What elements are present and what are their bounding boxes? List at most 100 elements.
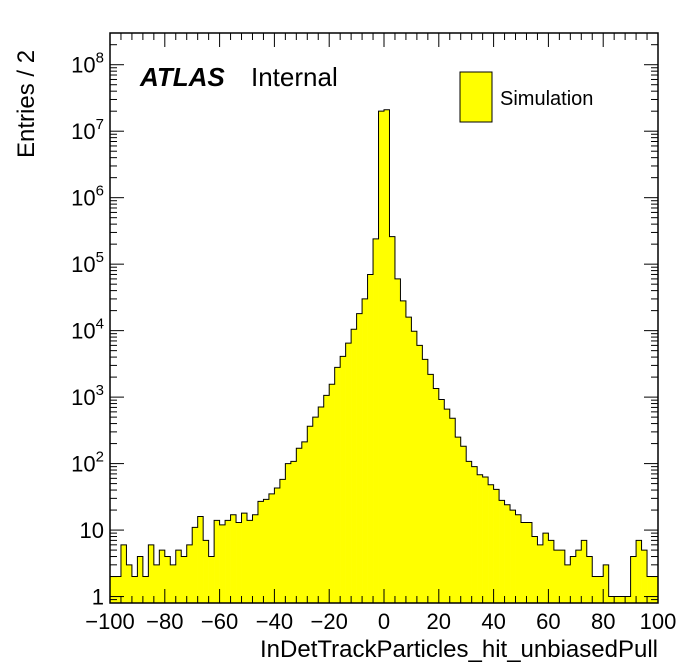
histogram-bar [427,374,434,603]
histogram-bar [433,388,440,603]
histogram-bar [126,564,133,603]
histogram-bar [175,550,182,603]
histogram-bar [203,540,209,603]
histogram-bar [247,520,253,603]
histogram-bar [323,395,330,603]
histogram-bar [636,540,642,603]
histogram-bar [208,556,215,603]
histogram-bar [351,329,357,603]
histogram-bar [164,556,171,603]
x-tick-label: −100 [85,609,135,634]
histogram-bar [345,343,352,603]
histogram-bar [603,564,609,603]
histogram-bar [340,356,346,603]
histogram-bar [405,317,412,603]
histogram-bar [630,556,637,603]
x-tick-label: 80 [591,609,615,634]
histogram-bar [252,514,259,603]
legend-label-simulation: Simulation [500,88,593,110]
histogram-bar [641,550,648,603]
histogram-bar [455,437,462,603]
histogram-bar [586,556,593,603]
y-axis-ticks [110,32,658,604]
histogram-bar [449,418,456,603]
histogram-bar [131,576,138,603]
histogram-bar [378,111,385,603]
histogram-bar [499,500,505,603]
histogram-bar [137,556,144,603]
histogram-bar [384,109,390,604]
histogram-bar [625,596,631,603]
atlas-label: ATLAS [139,62,225,92]
histogram-bar [477,474,483,603]
histogram-bar [274,487,281,603]
histogram-bar [444,409,451,603]
histogram-bar [159,550,166,603]
histogram-bar [214,520,220,603]
histogram-bar [597,576,604,603]
histogram-bar [115,576,122,603]
x-tick-label: −80 [146,609,183,634]
histogram-bar [542,533,549,603]
x-tick-label: −60 [201,609,238,634]
x-tick-label: 20 [427,609,451,634]
histogram-bar [170,564,177,603]
x-axis-tick-labels: −100 −80 −60 −40 −20 0 20 40 60 80 100 [85,609,676,634]
y-tick-label: 105 [71,249,104,277]
histogram-bar [460,446,467,603]
histogram-bar [647,576,653,603]
histogram-bar [181,556,188,603]
histogram-bar [526,522,533,603]
histogram-bar [279,479,286,603]
histogram-bar [575,550,582,603]
histogram-bar [263,499,270,603]
histogram-bars [110,109,659,604]
histogram-bar [581,540,588,603]
histogram-bar [559,550,566,603]
histogram-bar [471,466,478,603]
internal-label: Internal [251,62,338,92]
y-tick-label: 108 [71,50,104,78]
x-tick-label: −40 [256,609,293,634]
histogram-bar [373,238,379,603]
y-tick-label: 1 [92,585,104,610]
histogram-bar [186,544,193,603]
histogram-bar [236,522,242,603]
histogram-bar [312,417,319,603]
x-tick-label: 40 [481,609,505,634]
histogram-bar [394,278,401,603]
histogram-bar [367,274,374,603]
histogram-bar [619,596,626,603]
histogram-outline [109,109,659,603]
x-tick-label: 100 [640,609,677,634]
histogram-bar [329,384,335,603]
histogram-bar [592,576,599,603]
histogram-bar [334,367,341,603]
histogram-bar [285,463,292,603]
histogram-bar [411,331,418,603]
legend-swatch [459,71,493,123]
histogram-bar [416,345,423,603]
histogram-bar [219,524,226,603]
histogram-bar [400,300,407,603]
histogram-bar [422,359,429,603]
y-tick-label: 104 [71,316,104,344]
histogram-bar [197,516,204,603]
histogram-bar [510,510,516,603]
y-tick-label: 106 [71,183,104,211]
legend: Simulation [459,71,593,123]
x-axis-ticks [109,33,659,603]
histogram-bar [153,564,160,603]
histogram-bar [515,514,522,603]
y-tick-label: 103 [71,382,104,410]
histogram-bar [257,501,264,603]
histogram-bar [548,540,555,603]
histogram-bar [225,520,231,603]
histogram-bar [230,514,237,603]
histogram-bar [389,236,396,603]
histogram-bar [148,544,155,603]
histogram-bar [318,407,325,603]
histogram-bar [564,564,571,603]
histogram-bar [466,461,472,603]
